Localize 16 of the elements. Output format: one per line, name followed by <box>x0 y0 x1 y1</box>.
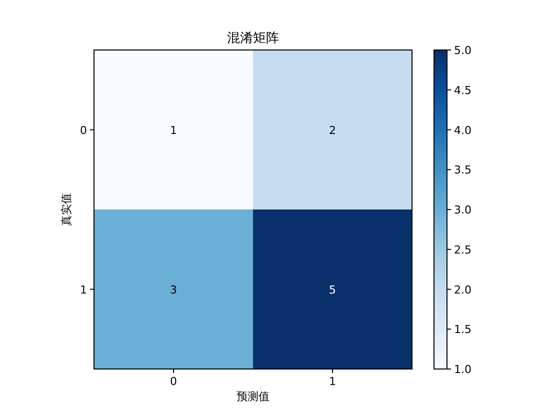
color-bar-label: 3.5 <box>454 164 472 177</box>
color-bar-label: 4.0 <box>454 124 472 137</box>
data-label: 3 <box>170 283 177 296</box>
data-label: 1 <box>170 124 177 137</box>
x-axis-title: 预测值 <box>236 390 270 403</box>
data-label: 2 <box>329 124 336 137</box>
y-axis-title: 真实值 <box>60 193 73 226</box>
color-bar-label: 2.5 <box>454 243 472 256</box>
color-bar-label: 1.5 <box>454 323 472 336</box>
color-bar-label: 2.0 <box>454 283 472 296</box>
color-bar-label: 1.0 <box>454 363 472 376</box>
color-bar-label: 5.0 <box>454 44 472 57</box>
data-label: 5 <box>329 283 336 296</box>
color-bar-label: 3.0 <box>454 204 472 216</box>
color-bar-label: 4.5 <box>454 84 472 97</box>
chart-title: 混淆矩阵 <box>227 31 279 46</box>
